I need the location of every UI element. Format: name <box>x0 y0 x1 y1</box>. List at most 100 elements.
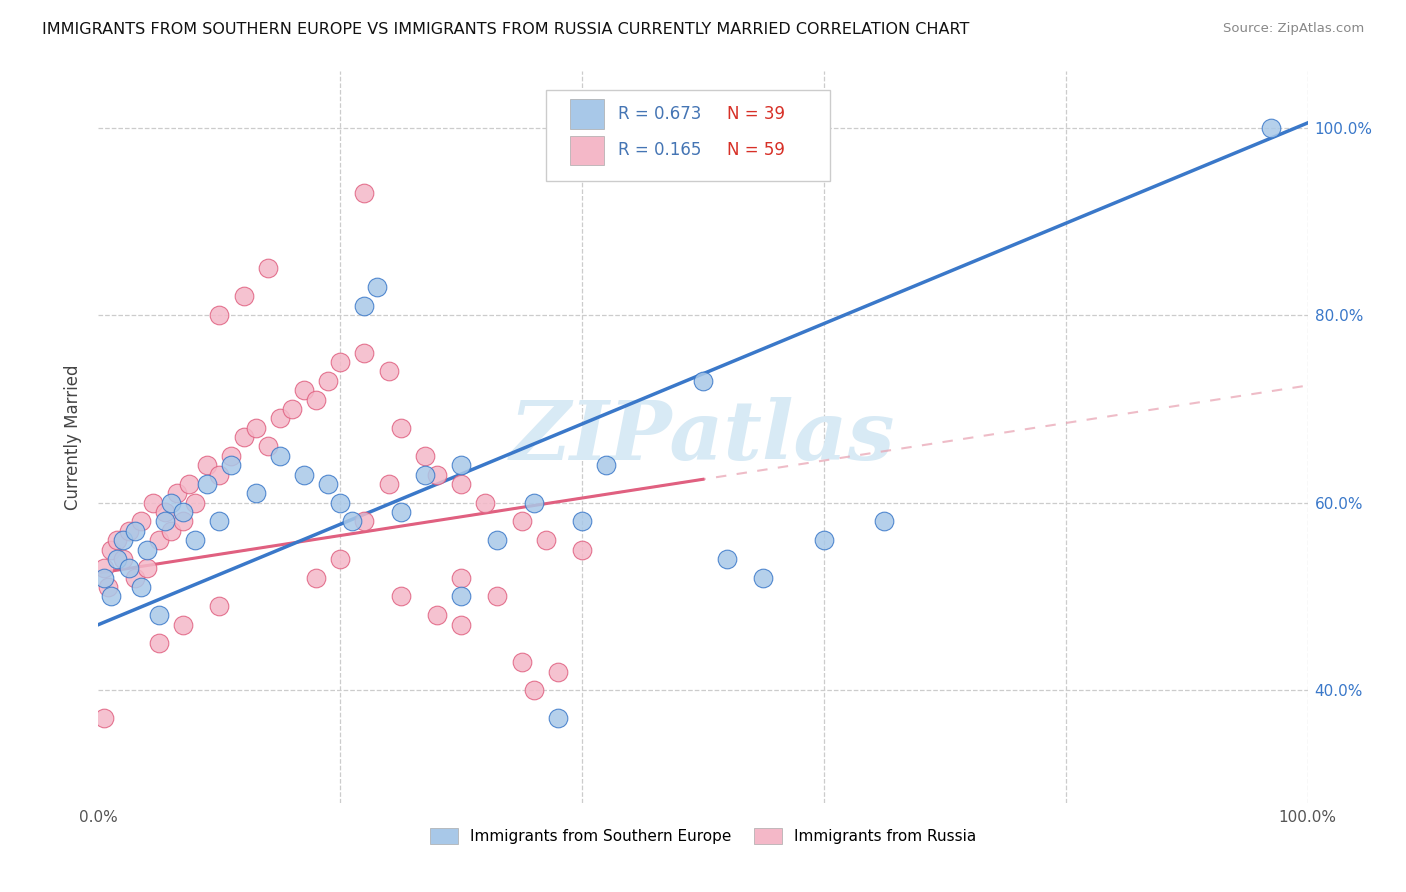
Point <box>389 590 412 604</box>
Point <box>281 401 304 416</box>
Point <box>172 505 194 519</box>
Point <box>135 542 157 557</box>
Point <box>129 580 152 594</box>
Point <box>595 458 617 473</box>
Point <box>153 515 176 529</box>
Y-axis label: Currently Married: Currently Married <box>65 364 83 510</box>
Point <box>172 617 194 632</box>
Point <box>245 420 267 434</box>
Point <box>256 440 278 454</box>
Point <box>389 505 412 519</box>
Point <box>510 655 533 669</box>
Point <box>111 552 134 566</box>
Point <box>195 477 218 491</box>
Text: R = 0.165: R = 0.165 <box>619 141 702 159</box>
Point <box>450 477 472 491</box>
Point <box>353 299 375 313</box>
Point <box>873 515 896 529</box>
Point <box>571 542 593 557</box>
Point <box>172 515 194 529</box>
Text: R = 0.673: R = 0.673 <box>619 105 702 123</box>
Point <box>389 420 412 434</box>
Point <box>118 561 141 575</box>
Point <box>547 665 569 679</box>
Point <box>474 496 496 510</box>
Point <box>450 571 472 585</box>
Point <box>160 524 183 538</box>
Point <box>208 515 231 529</box>
Point <box>329 496 352 510</box>
Point <box>148 608 170 623</box>
Point <box>413 449 436 463</box>
Point <box>523 683 546 698</box>
Point <box>129 515 152 529</box>
Point <box>135 561 157 575</box>
Point <box>752 571 775 585</box>
Point <box>184 533 207 548</box>
Point <box>208 599 231 613</box>
Point <box>232 430 254 444</box>
Point <box>813 533 835 548</box>
Point <box>221 449 243 463</box>
Point <box>208 308 231 322</box>
Point <box>316 374 339 388</box>
Point <box>377 477 399 491</box>
Point <box>124 571 146 585</box>
Point <box>692 374 714 388</box>
Point <box>316 477 339 491</box>
Point <box>256 261 278 276</box>
Point <box>426 608 449 623</box>
Point <box>329 552 352 566</box>
Point <box>269 449 291 463</box>
Point <box>292 467 315 482</box>
Point <box>342 515 364 529</box>
Point <box>486 590 509 604</box>
Point <box>413 467 436 482</box>
Point <box>523 496 546 510</box>
Point <box>510 515 533 529</box>
Point <box>353 515 375 529</box>
Point <box>329 355 352 369</box>
Point <box>353 186 375 201</box>
Text: N = 59: N = 59 <box>727 141 785 159</box>
Point <box>232 289 254 303</box>
Point <box>353 345 375 359</box>
Point <box>1260 120 1282 135</box>
Point <box>221 458 243 473</box>
Text: IMMIGRANTS FROM SOUTHERN EUROPE VS IMMIGRANTS FROM RUSSIA CURRENTLY MARRIED CORR: IMMIGRANTS FROM SOUTHERN EUROPE VS IMMIG… <box>42 22 970 37</box>
Point <box>305 571 328 585</box>
FancyBboxPatch shape <box>569 99 603 128</box>
Point <box>269 411 291 425</box>
Point <box>100 590 122 604</box>
FancyBboxPatch shape <box>569 136 603 165</box>
Point <box>153 505 176 519</box>
FancyBboxPatch shape <box>546 90 830 181</box>
Point <box>148 636 170 650</box>
Point <box>450 590 472 604</box>
Point <box>142 496 165 510</box>
Point <box>124 524 146 538</box>
Point <box>366 280 388 294</box>
Point <box>184 496 207 510</box>
Point <box>716 552 738 566</box>
Point <box>292 383 315 397</box>
Point <box>377 364 399 378</box>
Point <box>105 552 128 566</box>
Point <box>486 533 509 548</box>
Point <box>534 533 557 548</box>
Point <box>93 571 115 585</box>
Point <box>160 496 183 510</box>
Point <box>179 477 201 491</box>
Point <box>450 458 472 473</box>
Legend: Immigrants from Southern Europe, Immigrants from Russia: Immigrants from Southern Europe, Immigra… <box>423 822 983 850</box>
Point <box>305 392 328 407</box>
Point <box>426 467 449 482</box>
Point <box>547 711 569 725</box>
Point <box>97 580 120 594</box>
Point <box>105 533 128 548</box>
Point <box>118 524 141 538</box>
Point <box>245 486 267 500</box>
Point <box>208 467 231 482</box>
Point <box>195 458 218 473</box>
Point <box>148 533 170 548</box>
